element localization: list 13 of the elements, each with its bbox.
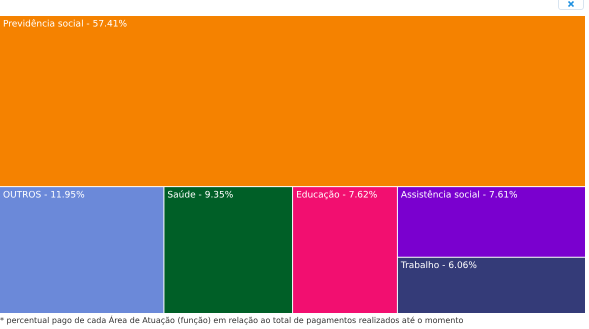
data-label: 6.06% [448,261,478,272]
data-label: 11.95% [50,190,86,201]
category-label: Educação - [296,190,346,201]
data-label: 57.41% [92,20,128,30]
category-label: Previdência social - [3,18,90,30]
category-label: OUTROS - [3,190,48,201]
data-label: 7.61% [489,190,518,201]
text: * percentual pago de cada Área de Atuação (função) em relação ao total de pagamentos realizados até o momento [0,316,464,325]
category-label: Assistência social - [400,190,486,201]
data-label: 9.35% [204,190,234,201]
category-label: Trabalho - [400,261,446,272]
category-label: Saúde - [167,190,202,201]
data-label: 7.62% [348,190,378,201]
